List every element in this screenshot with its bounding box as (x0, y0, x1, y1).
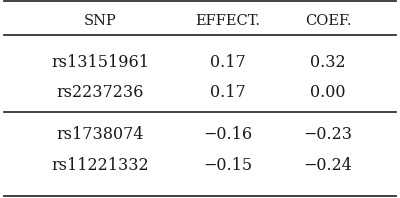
Text: 0.00: 0.00 (310, 84, 346, 101)
Text: rs13151961: rs13151961 (51, 54, 149, 71)
Text: rs2237236: rs2237236 (56, 84, 144, 101)
Text: EFFECT.: EFFECT. (196, 14, 260, 28)
Text: 0.32: 0.32 (310, 54, 346, 71)
Text: −0.23: −0.23 (304, 126, 352, 143)
Text: COEF.: COEF. (305, 14, 351, 28)
Text: rs1738074: rs1738074 (56, 126, 144, 143)
Text: SNP: SNP (84, 14, 116, 28)
Text: −0.24: −0.24 (304, 157, 352, 174)
Text: rs11221332: rs11221332 (51, 157, 149, 174)
Text: −0.16: −0.16 (204, 126, 252, 143)
Text: 0.17: 0.17 (210, 84, 246, 101)
Text: 0.17: 0.17 (210, 54, 246, 71)
Text: −0.15: −0.15 (204, 157, 252, 174)
